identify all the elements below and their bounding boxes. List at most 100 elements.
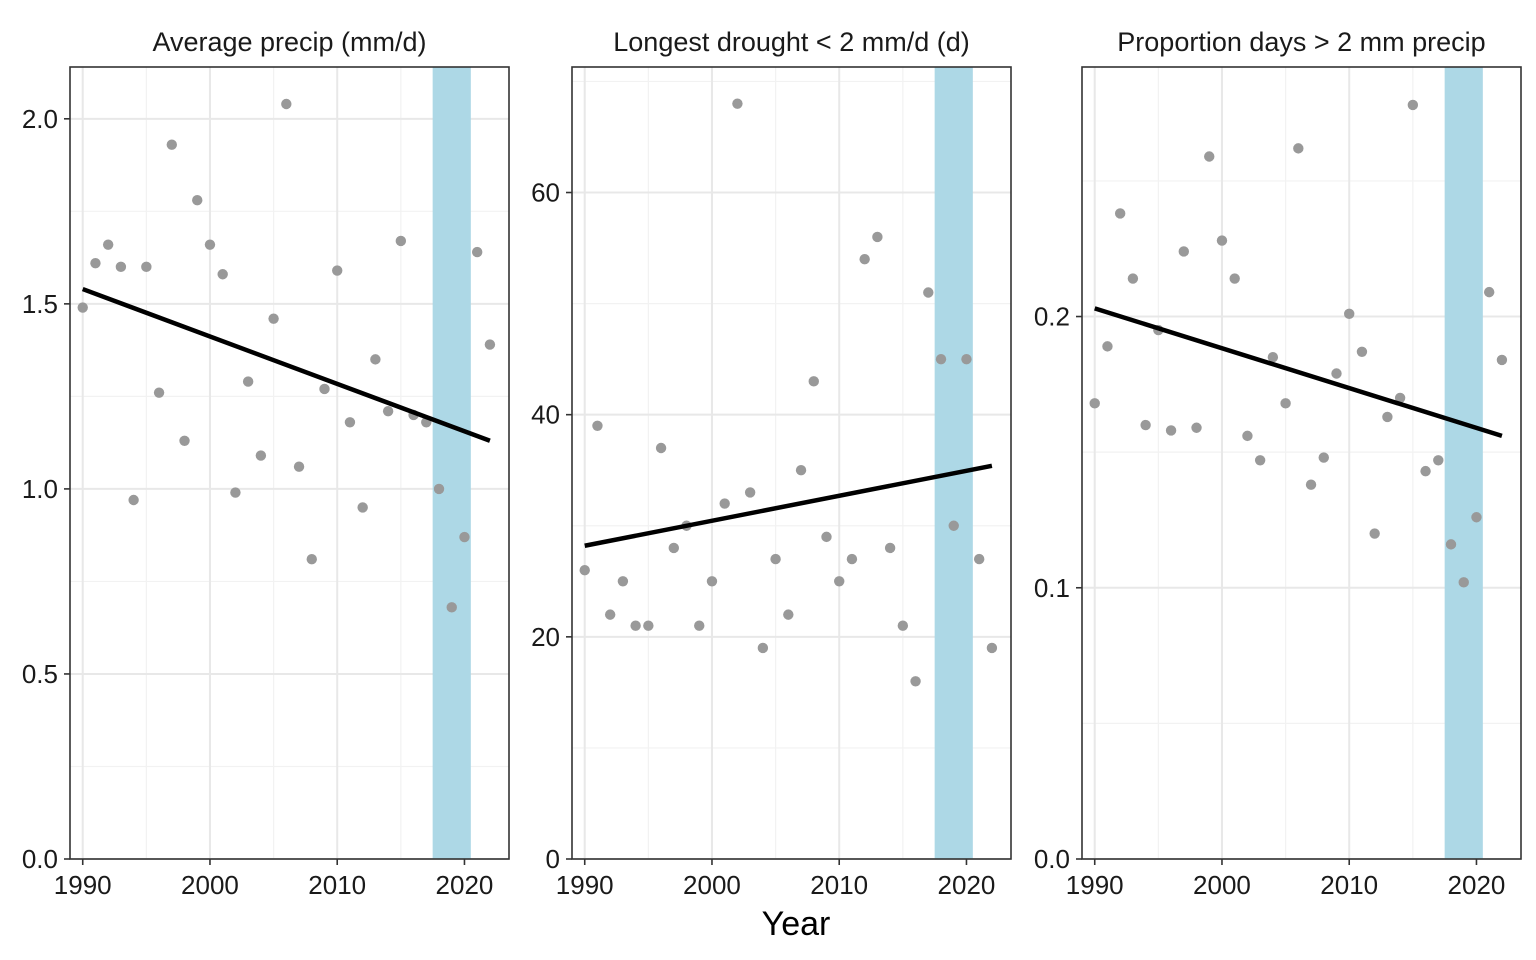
data-point	[923, 287, 934, 298]
data-point	[961, 353, 972, 365]
data-point	[783, 609, 794, 620]
panel-title: Average precip (mm/d)	[152, 27, 426, 57]
data-point	[115, 261, 127, 273]
y-tick-label: 0.0	[22, 844, 58, 874]
x-tick-label: 2020	[938, 870, 996, 900]
data-point	[579, 564, 590, 576]
y-tick-label: 60	[531, 178, 560, 208]
data-point	[357, 502, 368, 513]
trend-line	[1094, 306, 1503, 439]
data-point	[319, 383, 330, 395]
data-point	[592, 420, 603, 431]
data-point	[217, 269, 228, 280]
data-point	[1127, 273, 1139, 284]
data-point	[706, 576, 718, 587]
data-point	[192, 195, 203, 206]
data-point	[872, 231, 883, 243]
data-point	[1267, 352, 1279, 363]
panel-2: 1990 2000 2010 2020 0 20 40 60 Longest drought <…	[531, 27, 1012, 900]
data-point	[1293, 143, 1304, 154]
data-point	[1229, 273, 1240, 284]
x-tick-label: 1990	[54, 870, 112, 900]
data-point	[1483, 286, 1495, 298]
highlight-band	[934, 67, 973, 859]
y-tick-label: 0.1	[1034, 573, 1070, 603]
y-tick-label: 1.5	[22, 289, 58, 319]
y-tick-label: 1.0	[22, 474, 58, 504]
data-point	[1331, 368, 1342, 379]
data-point	[1369, 528, 1380, 539]
data-point	[433, 483, 445, 495]
data-point	[332, 265, 343, 276]
panel-3: 1990 2000 2010 2020 0.0 0.1 0.2 Proportion days…	[1034, 27, 1522, 900]
data-point	[1471, 512, 1482, 523]
data-point	[1445, 539, 1457, 550]
data-point	[1140, 419, 1151, 431]
panel-title: Longest drought < 2 mm/d (d)	[613, 27, 969, 57]
data-point	[1420, 465, 1431, 477]
panel-frame	[69, 66, 510, 860]
data-point	[77, 302, 88, 313]
data-point	[1102, 341, 1113, 352]
y-tick-label: 0.5	[22, 659, 58, 689]
data-point	[655, 442, 667, 454]
data-point	[986, 642, 998, 654]
data-point	[643, 620, 654, 631]
panel-title: Proportion days > 2 mm precip	[1117, 27, 1485, 57]
data-point	[293, 461, 305, 472]
data-point	[306, 554, 317, 565]
data-point	[90, 257, 101, 269]
trend-line	[81, 286, 491, 443]
data-point	[1089, 398, 1100, 409]
data-point	[446, 602, 457, 613]
data-point	[1344, 308, 1355, 320]
data-point	[179, 435, 190, 446]
data-point	[128, 494, 139, 506]
y-tick-label: 0.0	[1034, 844, 1070, 874]
x-tick-label: 2020	[436, 870, 494, 900]
panel-1: 1990 2000 2010 2020 0.0 0.5 1.0 1.5 2.0 Average p…	[22, 27, 510, 900]
data-point	[204, 239, 216, 250]
data-point	[668, 542, 679, 554]
x-tick-label: 2010	[810, 870, 868, 900]
data-point	[604, 609, 616, 620]
data-point	[1407, 99, 1419, 111]
data-point	[1458, 577, 1469, 588]
data-point	[973, 553, 985, 565]
data-point	[719, 498, 730, 509]
y-tick-label: 0	[546, 844, 560, 874]
data-point	[1394, 392, 1406, 404]
data-point	[1280, 398, 1291, 409]
data-point	[744, 487, 756, 498]
data-point	[1216, 235, 1228, 246]
data-point	[617, 576, 629, 587]
data-point	[1204, 151, 1215, 162]
data-point	[382, 405, 394, 417]
data-point	[948, 520, 959, 531]
data-point	[732, 98, 743, 109]
data-point	[230, 487, 241, 498]
x-tick-label: 2000	[683, 870, 741, 900]
data-point	[1114, 208, 1126, 219]
y-tick-label: 2.0	[22, 104, 58, 134]
data-point	[757, 642, 769, 654]
data-point	[1433, 455, 1444, 466]
data-point	[1178, 246, 1189, 257]
data-point	[166, 139, 177, 150]
data-point	[255, 450, 267, 461]
data-point	[808, 376, 819, 387]
x-tick-label: 2020	[1448, 870, 1506, 900]
panel-frame	[571, 66, 1012, 860]
data-point	[1242, 430, 1253, 442]
highlight-band	[1444, 67, 1483, 859]
data-point	[630, 620, 641, 631]
data-point	[370, 354, 381, 365]
data-point	[795, 465, 807, 476]
data-point	[770, 553, 781, 565]
data-point	[153, 387, 165, 398]
x-tick-label: 2010	[1320, 870, 1378, 900]
data-point	[1165, 425, 1177, 436]
y-tick-label: 0.2	[1034, 302, 1070, 332]
trend-line	[584, 463, 993, 548]
